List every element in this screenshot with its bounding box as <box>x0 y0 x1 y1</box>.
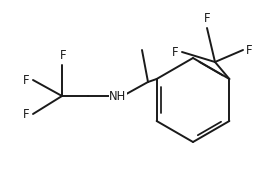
Text: F: F <box>23 73 29 87</box>
Text: F: F <box>172 46 179 58</box>
Text: F: F <box>60 49 67 62</box>
Text: F: F <box>204 12 210 25</box>
Text: NH: NH <box>109 89 127 103</box>
Text: F: F <box>23 108 29 121</box>
Text: F: F <box>246 44 253 56</box>
